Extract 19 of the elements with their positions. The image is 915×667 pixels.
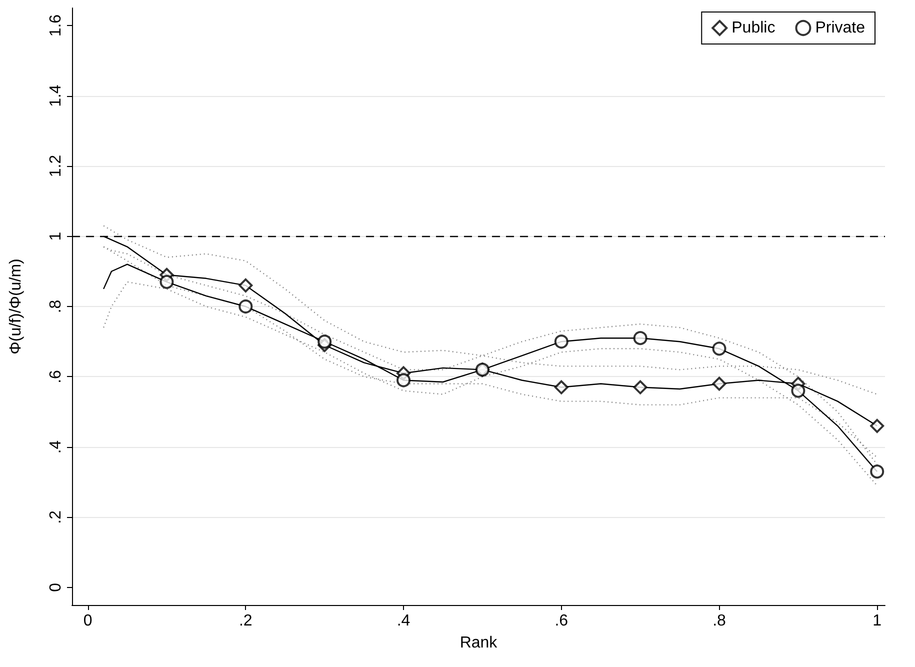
- y-axis-title: Φ(u/f)/Φ(u/m): [8, 258, 24, 354]
- legend-label: Public: [732, 20, 776, 36]
- x-tick-label: .6: [554, 612, 568, 630]
- y-tick-label: .8: [48, 300, 64, 314]
- y-tick-label: 1.2: [48, 154, 64, 178]
- legend-label: Private: [815, 20, 866, 36]
- x-tick-label: .4: [396, 612, 410, 630]
- y-tick-label: .4: [48, 440, 64, 454]
- y-tick-label: 1: [48, 232, 64, 241]
- y-tick-label: .6: [48, 370, 64, 384]
- y-tick-label: .2: [48, 510, 64, 524]
- y-tick-label: 1.4: [48, 84, 64, 107]
- x-tick-label: .2: [238, 612, 252, 630]
- y-tick-label: 1.6: [48, 14, 64, 37]
- x-tick-label: 0: [83, 612, 92, 630]
- x-axis-title: Rank: [460, 634, 498, 652]
- x-tick-label: .8: [712, 612, 726, 630]
- x-tick-label: 1: [872, 612, 882, 630]
- y-tick-label: 0: [48, 582, 64, 592]
